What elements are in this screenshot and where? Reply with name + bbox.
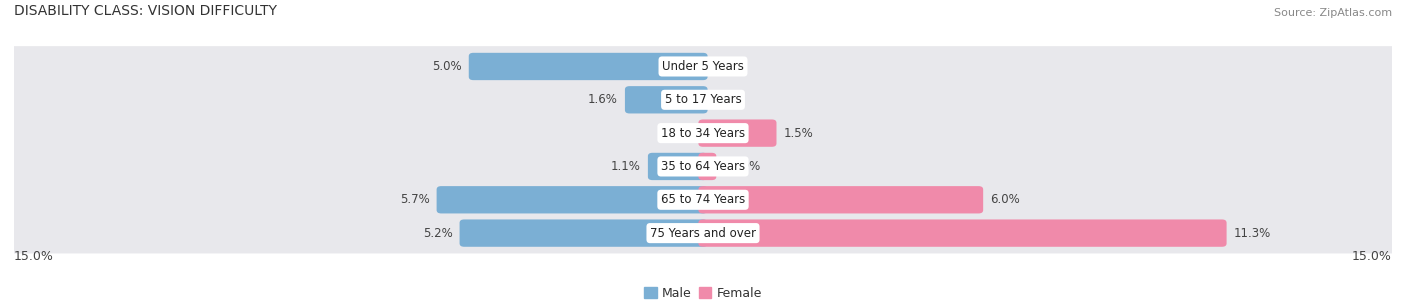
Text: Under 5 Years: Under 5 Years: [662, 60, 744, 73]
FancyBboxPatch shape: [437, 186, 707, 213]
Text: 18 to 34 Years: 18 to 34 Years: [661, 127, 745, 140]
Text: 5.2%: 5.2%: [423, 226, 453, 240]
Legend: Male, Female: Male, Female: [640, 282, 766, 304]
FancyBboxPatch shape: [648, 153, 707, 180]
FancyBboxPatch shape: [699, 119, 776, 147]
Text: 1.1%: 1.1%: [612, 160, 641, 173]
FancyBboxPatch shape: [699, 219, 1226, 247]
FancyBboxPatch shape: [6, 46, 1400, 87]
Text: DISABILITY CLASS: VISION DIFFICULTY: DISABILITY CLASS: VISION DIFFICULTY: [14, 5, 277, 19]
Text: 0.0%: 0.0%: [714, 93, 744, 106]
FancyBboxPatch shape: [460, 219, 707, 247]
Text: 0.0%: 0.0%: [662, 127, 692, 140]
FancyBboxPatch shape: [6, 179, 1400, 220]
Text: 6.0%: 6.0%: [990, 193, 1019, 206]
Text: 35 to 64 Years: 35 to 64 Years: [661, 160, 745, 173]
Text: 75 Years and over: 75 Years and over: [650, 226, 756, 240]
Text: 65 to 74 Years: 65 to 74 Years: [661, 193, 745, 206]
FancyBboxPatch shape: [624, 86, 707, 113]
Text: 5.0%: 5.0%: [432, 60, 461, 73]
Text: 1.5%: 1.5%: [783, 127, 813, 140]
Text: 5 to 17 Years: 5 to 17 Years: [665, 93, 741, 106]
FancyBboxPatch shape: [6, 213, 1400, 254]
Text: 1.6%: 1.6%: [588, 93, 619, 106]
Text: 0.0%: 0.0%: [714, 60, 744, 73]
FancyBboxPatch shape: [6, 113, 1400, 154]
Text: 11.3%: 11.3%: [1233, 226, 1271, 240]
FancyBboxPatch shape: [699, 186, 983, 213]
FancyBboxPatch shape: [6, 146, 1400, 187]
FancyBboxPatch shape: [6, 79, 1400, 120]
Text: 5.7%: 5.7%: [399, 193, 430, 206]
Text: 15.0%: 15.0%: [1353, 250, 1392, 263]
Text: Source: ZipAtlas.com: Source: ZipAtlas.com: [1274, 9, 1392, 19]
Text: 0.19%: 0.19%: [723, 160, 761, 173]
FancyBboxPatch shape: [468, 53, 707, 80]
FancyBboxPatch shape: [699, 153, 716, 180]
Text: 15.0%: 15.0%: [14, 250, 53, 263]
